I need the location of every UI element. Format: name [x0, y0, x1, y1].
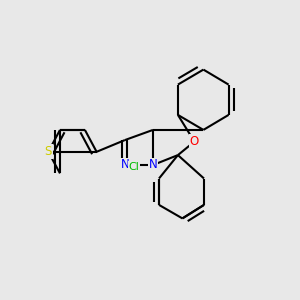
Text: O: O — [190, 135, 199, 148]
Text: N: N — [120, 158, 129, 172]
Text: N: N — [148, 158, 158, 172]
Text: Cl: Cl — [129, 162, 140, 172]
Text: S: S — [45, 145, 52, 158]
